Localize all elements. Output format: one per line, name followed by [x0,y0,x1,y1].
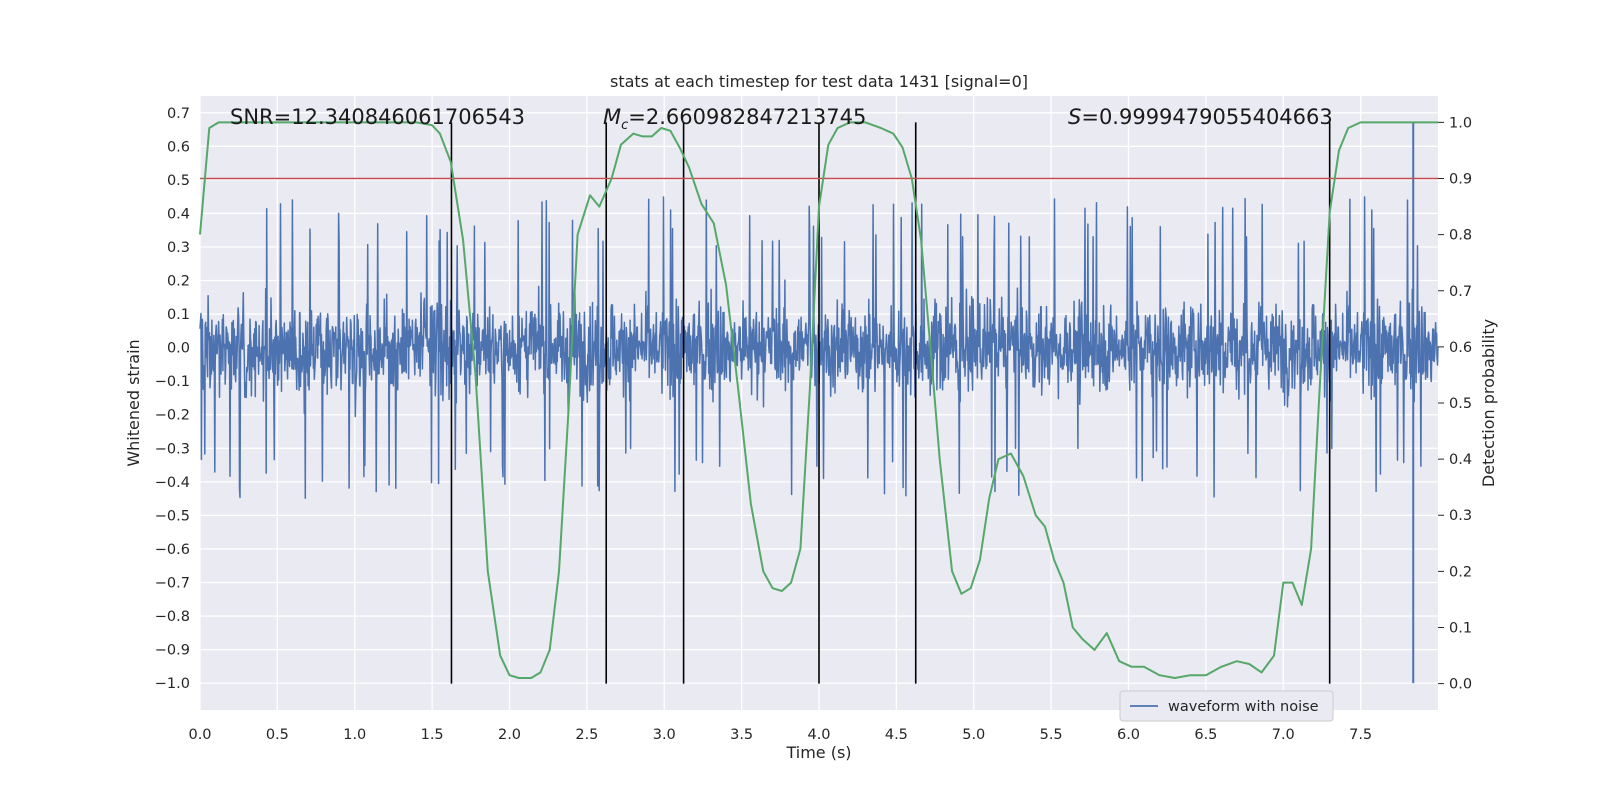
y-tick-label-left: 0.7 [167,106,190,122]
y-tick-label-left: 0.4 [167,206,190,222]
y-tick-label-right: 0.8 [1449,228,1472,244]
chirp-mass-subscript: c [621,118,628,133]
x-tick-label: 3.5 [730,727,753,743]
y-axis-label-right: Detection probability [1479,319,1498,487]
chart-title: stats at each timestep for test data 143… [610,72,1028,91]
x-tick-label: 1.5 [421,727,444,743]
y-tick-label-right: 0.7 [1449,284,1472,300]
y-tick-label-left: 0.3 [167,240,190,256]
y-tick-label-right: 0.0 [1449,677,1472,693]
y-tick-label-left: 0.0 [167,341,190,357]
x-tick-label: 1.0 [343,727,366,743]
y-tick-label-left: −0.1 [155,374,190,390]
chirp-mass-annotation: Mc=2.660982847213745 [603,105,866,133]
y-tick-label-right: 0.2 [1449,564,1472,580]
x-tick-label: 7.0 [1272,727,1295,743]
x-tick-label: 7.5 [1349,727,1372,743]
y-tick-label-left: −0.6 [155,542,190,558]
y-tick-label-left: −0.4 [155,475,190,491]
y-tick-label-right: 0.5 [1449,396,1472,412]
x-tick-label: 3.0 [653,727,676,743]
y-tick-label-right: 1.0 [1449,115,1472,131]
y-tick-label-right: 0.6 [1449,340,1472,356]
overlays [199,121,1438,684]
y-tick-label-left: −0.3 [155,441,190,457]
y-tick-label-left: −0.7 [155,576,190,592]
legend: waveform with noise [1119,690,1334,722]
chirp-mass-symbol: M [603,105,621,129]
x-tick-label: 4.0 [807,727,830,743]
x-tick-label: 0.5 [266,727,289,743]
score-value: =0.9999479055404663 [1081,105,1332,129]
tick-labels: 0.0 0.5 1.0 1.5 2.0 2.5 3.0 3.5 4.0 4.5 5.0 5.5 6.0 6… [155,106,1472,743]
y-tick-label-right: 0.3 [1449,508,1472,524]
score-annotation: S=0.9999479055404663 [1068,105,1333,129]
y-tick-label-right: 0.4 [1449,452,1472,468]
legend-box [1119,690,1334,722]
x-tick-label: 4.5 [885,727,908,743]
y-tick-label-right: 0.9 [1449,172,1472,188]
y-tick-label-left: −1.0 [155,676,190,692]
x-tick-label: 5.0 [962,727,985,743]
x-tick-label: 6.0 [1117,727,1140,743]
x-axis-label: Time (s) [785,743,851,762]
y-axis-label-left: Whitened strain [124,339,143,466]
score-symbol: S [1068,105,1081,129]
y-tick-label-left: −0.9 [155,643,190,659]
probability-line [199,121,1438,679]
chirp-mass-value: =2.660982847213745 [628,105,866,129]
x-tick-label: 2.5 [575,727,598,743]
y-tick-label-left: 0.1 [167,307,190,323]
y-tick-label-left: −0.2 [155,408,190,424]
y-tick-label-left: −0.8 [155,609,190,625]
y-tick-label-right: 0.1 [1449,620,1472,636]
x-tick-label: 5.5 [1040,727,1063,743]
y-tick-label-left: 0.2 [167,274,190,290]
x-tick-label: 0.0 [188,727,211,743]
y-tick-label-left: 0.5 [167,173,190,189]
legend-label-waveform: waveform with noise [1168,699,1319,715]
x-tick-label: 2.0 [498,727,521,743]
snr-annotation: SNR=12.340846061706543 [230,105,525,129]
x-tick-label: 6.5 [1194,727,1217,743]
y-tick-label-left: 0.6 [167,139,190,155]
y-tick-label-left: −0.5 [155,508,190,524]
